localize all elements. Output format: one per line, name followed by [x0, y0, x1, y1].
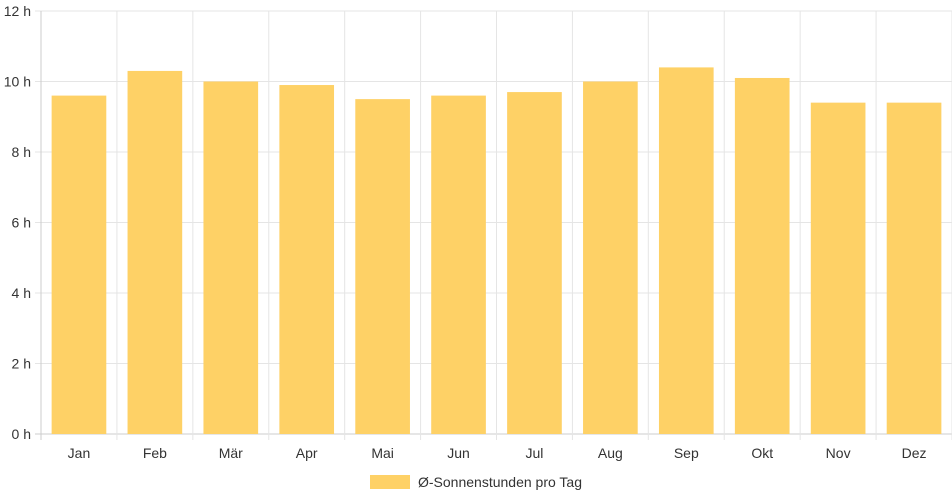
- bar: [583, 81, 638, 434]
- x-tick-label: Apr: [296, 445, 318, 461]
- bar: [507, 92, 562, 434]
- y-tick-label: 10 h: [4, 74, 31, 90]
- x-tick-label: Jul: [526, 445, 544, 461]
- x-tick-label: Sep: [674, 445, 699, 461]
- x-tick-label: Jun: [447, 445, 470, 461]
- x-tick-label: Nov: [826, 445, 851, 461]
- bar: [431, 95, 486, 434]
- x-tick-label: Okt: [751, 445, 773, 461]
- x-axis-labels: Jan Feb Mär Apr Mai Jun Jul Aug Sep Okt Nov Dez: [68, 445, 927, 461]
- bar: [734, 77, 790, 434]
- grid-lines: [35, 10, 952, 440]
- x-tick-label: Dez: [902, 445, 927, 461]
- bar: [51, 95, 107, 434]
- legend[interactable]: Ø-Sonnenstunden pro Tag: [0, 468, 952, 496]
- x-tick-label: Aug: [598, 445, 623, 461]
- bar: [886, 102, 942, 435]
- bar: [127, 70, 183, 435]
- bars: [51, 67, 942, 435]
- bar-chart: 0 h2 h4 h6 h8 h10 h12 h Jan Feb Mär Apr Mai J…: [4, 3, 952, 461]
- y-tick-label: 8 h: [12, 144, 31, 160]
- legend-label: Ø-Sonnenstunden pro Tag: [418, 474, 582, 490]
- y-tick-label: 12 h: [4, 3, 31, 19]
- y-axis-labels: 0 h 2 h 4 h 6 h 8 h 10 h 12 h: [4, 3, 31, 442]
- y-tick-label: 4 h: [12, 285, 31, 301]
- bar: [279, 85, 335, 435]
- bar: [658, 67, 714, 435]
- y-tick-label: 6 h: [12, 215, 31, 231]
- x-tick-label: Jan: [68, 445, 91, 461]
- x-tick-label: Mai: [371, 445, 394, 461]
- bar: [355, 99, 410, 434]
- y-tick-label: 0 h: [12, 426, 31, 442]
- x-tick-label: Feb: [143, 445, 167, 461]
- legend-swatch: [370, 475, 410, 489]
- y-tick-label: 2 h: [12, 356, 31, 372]
- x-tick-label: Mär: [219, 445, 243, 461]
- bar: [810, 102, 866, 435]
- bar: [203, 81, 259, 434]
